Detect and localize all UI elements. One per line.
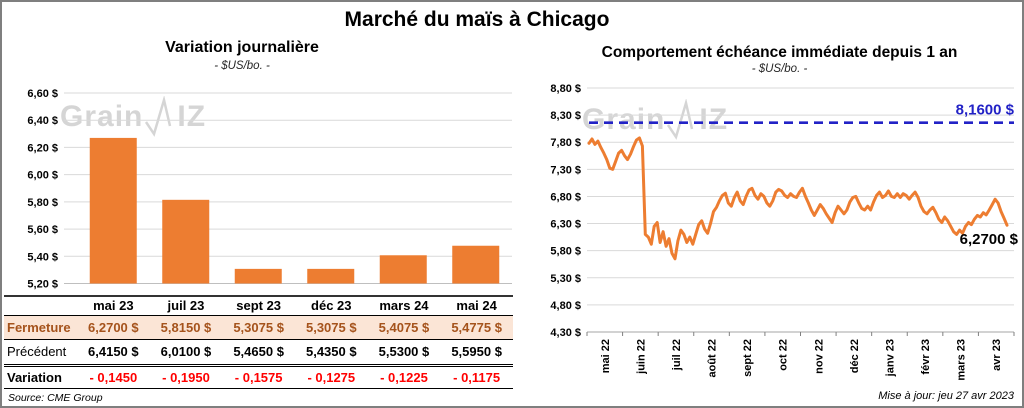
x-tick-label: avr 23 xyxy=(991,339,1003,371)
row-label: Précédent xyxy=(7,344,67,359)
column-header: mars 24 xyxy=(379,298,429,314)
variation-value: - 0,1275 xyxy=(307,369,356,385)
column-header: sept 23 xyxy=(236,298,282,314)
zigzag-chart-icon xyxy=(667,99,694,140)
column-header: mai 23 xyxy=(93,298,134,314)
watermark-text: IZ xyxy=(699,103,729,136)
grainwiz-watermark: Grain IZ xyxy=(582,99,728,141)
previous-value: 5,4650 $ xyxy=(233,344,284,359)
last-price-label: 6,2700 $ xyxy=(960,231,1019,248)
reference-line-label: 8,1600 $ xyxy=(956,102,1015,119)
close-value: 5,3075 $ xyxy=(305,319,357,335)
y-tick-label: 6,40 $ xyxy=(27,115,58,127)
variation-value: - 0,1450 xyxy=(89,369,138,385)
y-tick-label: 5,80 $ xyxy=(27,197,58,209)
zigzag-chart-icon xyxy=(145,96,172,137)
previous-value: 6,0100 $ xyxy=(160,344,212,359)
x-tick-label: oct 22 xyxy=(778,339,790,371)
y-tick-label: 7,30 $ xyxy=(550,164,581,176)
table-row-fermeture: Fermeture 6,2700 $ 5,8150 $ 5,3075 $ 5,3… xyxy=(4,315,513,339)
front-month-line-chart: 8,80 $ 8,30 $ 7,80 $ 7,30 $ 6,80 $ 6,30 $ 5,80… xyxy=(550,83,1019,381)
column-header: déc 23 xyxy=(311,298,352,314)
bar-mars-24 xyxy=(379,255,427,284)
price-line-series xyxy=(587,136,1009,261)
x-tick-label: août 22 xyxy=(707,339,719,378)
y-tick-label: 5,60 $ xyxy=(27,224,58,236)
bar-mai-24 xyxy=(452,245,500,284)
bar-déc-23 xyxy=(307,268,355,284)
watermark-text: IZ xyxy=(177,100,207,133)
previous-value: 5,5950 $ xyxy=(451,344,502,359)
previous-value: 5,5300 $ xyxy=(378,344,430,359)
y-tick-label: 5,30 $ xyxy=(550,273,581,285)
corner-cell xyxy=(4,296,77,315)
y-tick-label: 6,60 $ xyxy=(27,88,58,100)
bar-chart-title: Variation journalière xyxy=(165,39,319,56)
table-header-row: mai 23 juil 23 sept 23 déc 23 mars 24 ma… xyxy=(4,296,513,315)
watermark-text: Grain xyxy=(60,100,144,133)
variation-value: - 0,1175 xyxy=(453,369,501,385)
x-tick-label: mars 23 xyxy=(956,339,968,381)
row-label: Fermeture xyxy=(7,319,71,335)
column-header: mai 24 xyxy=(456,298,497,314)
close-value: 5,4075 $ xyxy=(378,319,430,335)
column-header: juil 23 xyxy=(167,298,205,314)
variation-value: - 0,1575 xyxy=(234,369,283,385)
grainwiz-watermark: Grain IZ xyxy=(60,96,206,138)
row-label: Variation xyxy=(7,369,62,385)
y-tick-label: 5,80 $ xyxy=(550,246,581,258)
last-updated-note: Mise à jour: jeu 27 avr 2023 xyxy=(878,390,1014,402)
x-tick-label: déc 22 xyxy=(849,339,861,373)
previous-value: 6,4150 $ xyxy=(88,344,139,359)
y-tick-label: 8,80 $ xyxy=(550,83,581,95)
y-tick-label: 6,80 $ xyxy=(550,191,581,203)
futures-quote-table: mai 23 juil 23 sept 23 déc 23 mars 24 ma… xyxy=(4,295,513,389)
close-value: 6,2700 $ xyxy=(88,319,139,335)
daily-variation-bar-chart: 6,60 $ 6,40 $ 6,20 $ 6,00 $ 5,80 $ 5,60 $ 5,40… xyxy=(27,88,512,291)
close-value: 5,3075 $ xyxy=(233,319,284,335)
variation-value: - 0,1225 xyxy=(380,369,428,385)
y-tick-label: 4,80 $ xyxy=(550,300,581,312)
y-tick-label: 6,00 $ xyxy=(27,170,58,182)
x-tick-label: nov 22 xyxy=(813,339,825,374)
y-tick-label: 8,30 $ xyxy=(550,110,581,122)
variation-value: - 0,1950 xyxy=(162,369,210,385)
close-value: 5,4775 $ xyxy=(451,319,502,335)
table-row-variation: Variation - 0,1450 - 0,1950 - 0,1575 - 0… xyxy=(4,365,513,388)
x-tick-label: juil 22 xyxy=(671,339,683,371)
x-tick-label: juin 22 xyxy=(635,339,647,375)
line-chart-title: Comportement échéance immédiate depuis 1… xyxy=(601,44,958,61)
y-tick-label: 4,30 $ xyxy=(550,327,581,339)
x-tick-label: mai 22 xyxy=(600,339,612,373)
source-note: Source: CME Group xyxy=(8,392,103,404)
table-row-precedent: Précédent 6,4150 $ 6,0100 $ 5,4650 $ 5,4… xyxy=(4,339,513,365)
bar-juil-23 xyxy=(162,199,210,284)
bar-mai-23 xyxy=(89,137,137,284)
watermark-text: Grain xyxy=(582,103,666,136)
page-title: Marché du maïs à Chicago xyxy=(344,8,610,31)
x-tick-label: févr 23 xyxy=(920,339,932,374)
y-tick-label: 5,20 $ xyxy=(27,279,58,291)
y-tick-label: 7,80 $ xyxy=(550,137,581,149)
close-value: 5,8150 $ xyxy=(160,319,212,335)
bar-sept-23 xyxy=(234,268,282,284)
x-tick-label: sept 22 xyxy=(742,339,754,377)
y-tick-label: 6,30 $ xyxy=(550,219,581,231)
line-chart-subtitle: - $US/bo. - xyxy=(751,63,808,75)
y-tick-label: 6,20 $ xyxy=(27,142,58,154)
x-tick-label: janv 23 xyxy=(884,339,896,377)
bar-chart-subtitle: - $US/bo. - xyxy=(214,60,270,72)
y-tick-label: 5,40 $ xyxy=(27,251,58,263)
previous-value: 5,4350 $ xyxy=(305,344,357,359)
